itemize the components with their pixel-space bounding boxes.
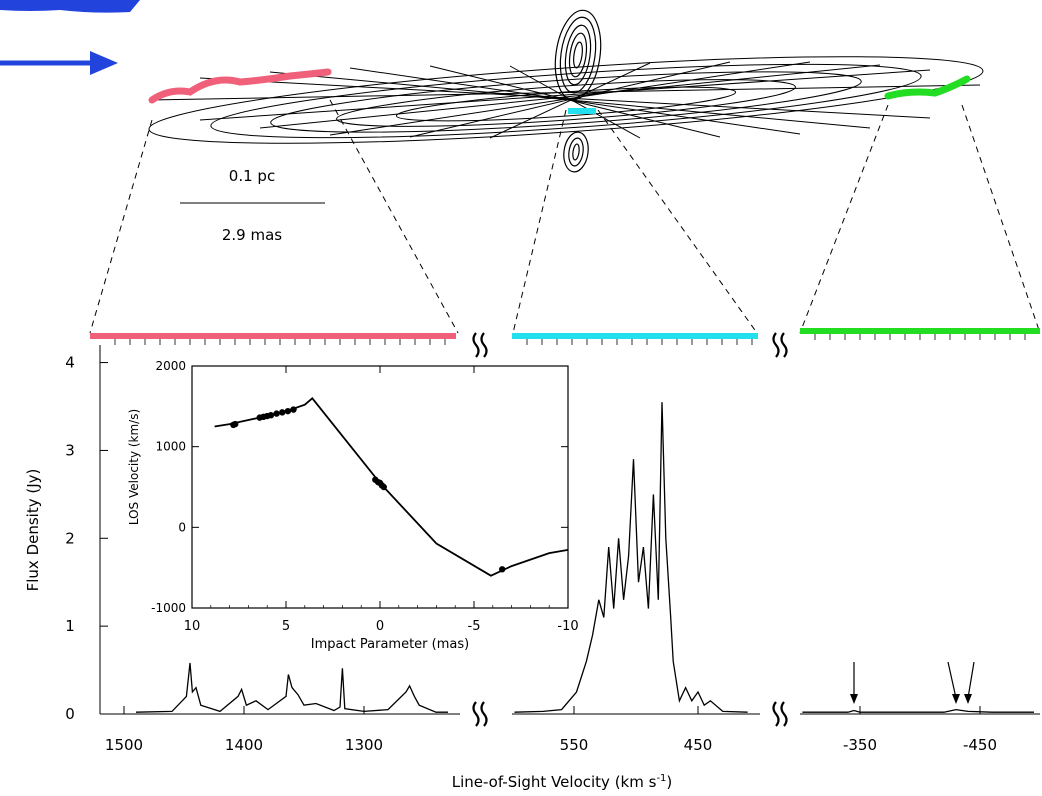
y-tick-label: 0 bbox=[65, 705, 75, 723]
red-panel-bar bbox=[90, 333, 456, 339]
inset-x-tick-label: -5 bbox=[468, 619, 481, 634]
scale-bar: 0.1 pc 2.9 mas bbox=[180, 167, 325, 244]
y-tick-label: 3 bbox=[65, 441, 75, 459]
spectrum-panels: 0 1 2 3 4 1500 1400 1300 550 450 -350 -450 bbox=[65, 332, 1040, 754]
green-maser-arc bbox=[884, 75, 971, 100]
x-tick-label: 1400 bbox=[225, 736, 263, 754]
green-panel-bar bbox=[800, 328, 1040, 334]
inset-x-tick-label: 10 bbox=[184, 619, 201, 634]
x-tick-label: -350 bbox=[843, 736, 877, 754]
x-tick-label: -450 bbox=[963, 736, 997, 754]
axis-break-icon bbox=[772, 701, 788, 727]
maser-arrow-icon bbox=[967, 661, 975, 699]
arrow-head-icon bbox=[964, 694, 972, 704]
x-tick-label: 1300 bbox=[345, 736, 383, 754]
inset-x-axis-label: Impact Parameter (mas) bbox=[311, 637, 469, 652]
maser-point bbox=[290, 406, 297, 413]
axis-break-icon bbox=[472, 701, 488, 727]
arrow-head-icon bbox=[952, 694, 960, 704]
maser-point bbox=[232, 420, 239, 428]
inset-x-tick-label: -10 bbox=[557, 619, 578, 634]
inset-rotation-curve: 10 5 0 -5 -10 -1000 0 1000 2000 Impact Parameter … bbox=[127, 359, 579, 652]
maser-point bbox=[380, 483, 387, 491]
red-maser-arc bbox=[148, 68, 332, 104]
inset-x-tick-label: 5 bbox=[282, 619, 290, 634]
pointer-arrow-icon bbox=[0, 51, 118, 75]
axis-break-icon bbox=[772, 332, 788, 358]
spectrum-red-line bbox=[135, 662, 448, 713]
arrow-head-icon bbox=[850, 694, 858, 704]
x-tick-label: 450 bbox=[684, 736, 713, 754]
maser-point bbox=[284, 407, 292, 415]
y-tick-label: 1 bbox=[65, 617, 75, 635]
y-tick-label: 4 bbox=[65, 354, 75, 372]
spectrum-green-line bbox=[802, 708, 1034, 713]
cyan-maser-segment bbox=[568, 108, 596, 114]
inset-y-tick-label: 2000 bbox=[155, 359, 186, 373]
projection-lines bbox=[89, 99, 1041, 334]
maser-point bbox=[267, 412, 275, 419]
rotation-curve-line bbox=[214, 397, 569, 577]
scale-label-mas: 2.9 mas bbox=[222, 226, 282, 244]
spectrum-cyan-line bbox=[514, 402, 748, 713]
x-axis-label: Line-of-Sight Velocity (km s-1) bbox=[452, 773, 673, 791]
inset-y-axis-label: LOS Velocity (km/s) bbox=[127, 409, 141, 525]
maser-point bbox=[499, 566, 506, 573]
jet-contours bbox=[554, 9, 602, 173]
maser-arrow-icon bbox=[947, 661, 957, 699]
inset-y-tick-label: -1000 bbox=[151, 601, 186, 615]
x-tick-label: 1500 bbox=[105, 736, 143, 754]
maser-point bbox=[273, 410, 280, 417]
y-axis-label: Flux Density (Jy) bbox=[24, 469, 42, 592]
x-tick-label: 550 bbox=[560, 736, 589, 754]
cyan-panel-bar bbox=[512, 333, 758, 339]
y-tick-label: 2 bbox=[65, 529, 75, 547]
disk-schematic bbox=[148, 56, 984, 144]
scale-label-pc: 0.1 pc bbox=[229, 167, 275, 185]
maser-point bbox=[279, 409, 286, 416]
inset-y-tick-label: 0 bbox=[178, 520, 186, 534]
inset-y-tick-label: 1000 bbox=[155, 440, 186, 454]
axis-break-icon bbox=[472, 332, 488, 358]
inset-x-tick-label: 0 bbox=[376, 619, 384, 634]
title-fragment bbox=[0, 0, 140, 13]
